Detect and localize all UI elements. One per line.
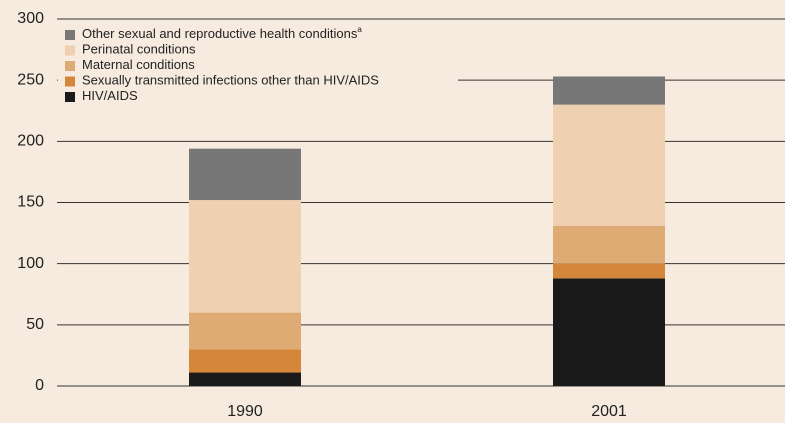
bar-segment	[189, 372, 301, 386]
legend-name: Maternal conditions	[82, 57, 195, 72]
legend-swatch	[65, 45, 75, 56]
y-tick-label: 200	[17, 133, 44, 150]
x-tick-label: 1990	[227, 403, 263, 420]
y-tick-label: 0	[35, 377, 44, 394]
legend-name: Sexually transmitted infections other th…	[82, 73, 379, 88]
legend-label: HIV/AIDS	[82, 88, 138, 103]
bar-segment	[189, 200, 301, 313]
legend-name: Other sexual and reproductive health con…	[82, 26, 358, 41]
y-tick-label: 250	[17, 71, 44, 88]
legend-label: Maternal conditions	[82, 57, 195, 72]
legend-swatch	[65, 30, 75, 40]
bar-segment	[553, 225, 665, 264]
bar-segment	[553, 76, 665, 105]
legend-label: Perinatal conditions	[82, 42, 196, 57]
bar-segment	[553, 278, 665, 386]
y-tick-label: 100	[17, 255, 44, 272]
x-tick-label: 2001	[591, 403, 627, 420]
legend-name: Perinatal conditions	[82, 42, 196, 57]
legend-swatch	[65, 76, 75, 87]
bar-segment	[189, 349, 301, 373]
bar-segment	[553, 104, 665, 226]
legend-background	[58, 27, 458, 119]
bar-segment	[189, 312, 301, 350]
legend-label: Other sexual and reproductive health con…	[82, 25, 362, 41]
y-tick-label: 300	[17, 10, 44, 27]
bar-segment	[189, 148, 301, 201]
legend-name: HIV/AIDS	[82, 88, 138, 103]
y-tick-label: 150	[17, 194, 44, 211]
legend-swatch	[65, 61, 75, 71]
y-tick-label: 50	[26, 316, 44, 333]
legend-label: Sexually transmitted infections other th…	[82, 73, 379, 88]
legend-swatch	[65, 92, 75, 102]
legend-superscript: a	[357, 25, 362, 34]
bar-segment	[553, 263, 665, 279]
